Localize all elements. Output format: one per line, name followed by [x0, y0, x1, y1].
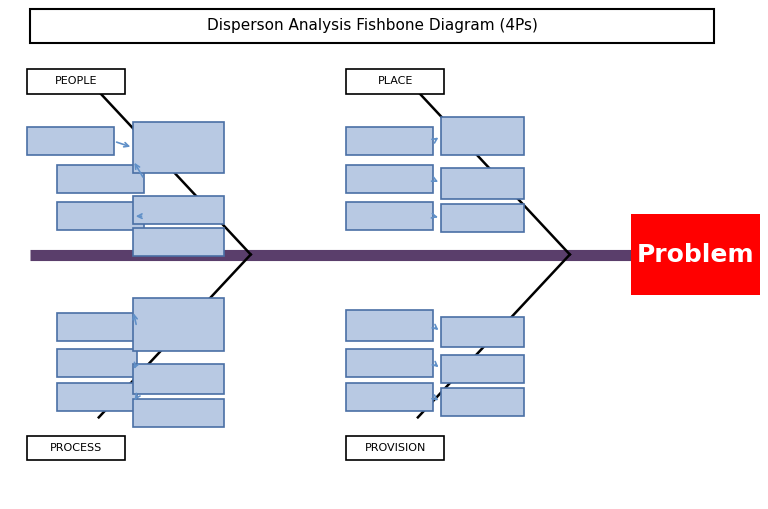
FancyBboxPatch shape [27, 69, 125, 94]
FancyBboxPatch shape [441, 168, 525, 199]
FancyBboxPatch shape [57, 349, 137, 377]
FancyBboxPatch shape [27, 436, 125, 460]
FancyBboxPatch shape [346, 202, 433, 230]
FancyBboxPatch shape [441, 355, 525, 383]
FancyBboxPatch shape [631, 214, 760, 295]
FancyBboxPatch shape [57, 165, 144, 193]
FancyBboxPatch shape [441, 204, 525, 232]
Text: PROCESS: PROCESS [50, 443, 102, 453]
FancyBboxPatch shape [346, 127, 433, 155]
FancyBboxPatch shape [27, 127, 114, 155]
FancyBboxPatch shape [133, 399, 224, 427]
FancyBboxPatch shape [441, 117, 525, 155]
Text: Disperson Analysis Fishbone Diagram (4Ps): Disperson Analysis Fishbone Diagram (4Ps… [207, 18, 538, 33]
FancyBboxPatch shape [57, 383, 137, 411]
Text: Problem: Problem [637, 242, 754, 267]
FancyBboxPatch shape [133, 364, 224, 394]
FancyBboxPatch shape [57, 202, 144, 230]
FancyBboxPatch shape [346, 165, 433, 193]
Text: PLACE: PLACE [377, 76, 412, 87]
FancyBboxPatch shape [133, 228, 224, 256]
FancyBboxPatch shape [57, 313, 137, 341]
FancyBboxPatch shape [346, 383, 433, 411]
FancyBboxPatch shape [441, 317, 525, 347]
FancyBboxPatch shape [133, 196, 224, 224]
Text: PEOPLE: PEOPLE [55, 76, 98, 87]
FancyBboxPatch shape [346, 349, 433, 377]
FancyBboxPatch shape [31, 9, 714, 43]
FancyBboxPatch shape [133, 298, 224, 351]
FancyBboxPatch shape [346, 436, 445, 460]
FancyBboxPatch shape [133, 122, 224, 173]
FancyBboxPatch shape [346, 310, 433, 341]
FancyBboxPatch shape [441, 388, 525, 416]
Text: PROVISION: PROVISION [364, 443, 425, 453]
FancyBboxPatch shape [346, 69, 445, 94]
